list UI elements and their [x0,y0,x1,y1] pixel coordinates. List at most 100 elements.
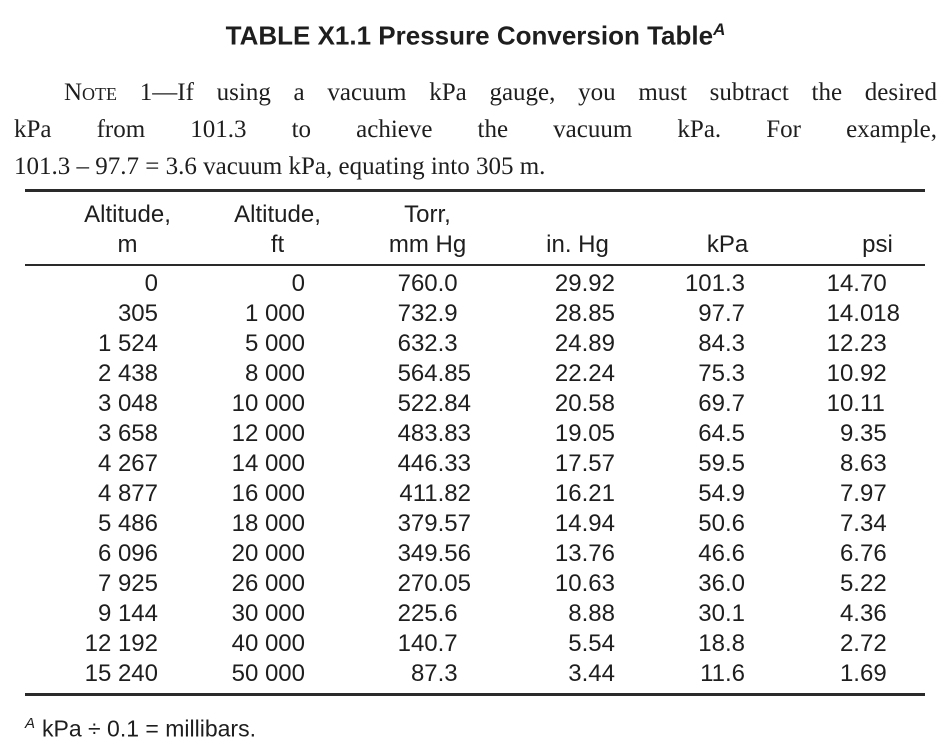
note-paragraph: Note 1—If using a vacuum kPa gauge, you … [14,74,937,185]
table-cell-altitude_ft: 0 [291,269,305,297]
table-cell-in_hg: 8.88 [568,599,615,627]
table-cell-altitude_m: 3 048 [97,389,158,417]
title-text: TABLE X1.1 Pressure Conversion Table [225,20,714,51]
table-cell-altitude_m: 4 267 [97,449,158,477]
table-cell-altitude_m: 7 925 [97,569,158,597]
table-cell-psi: 5.22 [839,569,887,597]
table-cell-in_hg: 16.21 [554,479,615,507]
note-line-3: 101.3 – 97.7 = 3.6 vacuum kPa, equating … [14,152,546,180]
header-row: Altitude, m Altitude, ft Torr, mm Hg in. Hg kPa… [25,190,925,266]
table-row: 9 144 30 000 225.6 8.88 30.1 4.36 [25,599,925,629]
table-cell-kpa: 36.0 [698,569,745,597]
table-cell-torr_mm_hg: 349.56 [397,539,471,567]
column-header-altitude_m: Altitude, m [25,190,175,266]
table-cell-altitude_m: 4 877 [97,479,158,507]
table-cell-altitude_ft: 8 000 [244,359,305,387]
title-footnote-marker: A [713,20,726,39]
table-row: 6 096 20 000 349.56 13.76 46.6 6.76 [25,539,925,569]
table-row: 12 192 40 000 140.7 5.54 18.8 2.72 [25,629,925,659]
table-cell-psi: 4.36 [839,599,887,627]
table-cell-torr_mm_hg: 760.0 [397,269,458,297]
table-cell-torr_mm_hg: 632.3 [397,329,458,357]
table-cell-torr_mm_hg: 270.05 [397,569,471,597]
table-cell-altitude_ft: 12 000 [231,419,305,447]
table-cell-kpa: 59.5 [698,449,745,477]
table-cell-in_hg: 5.54 [568,629,615,657]
table-cell-kpa: 30.1 [698,599,745,627]
table-cell-torr_mm_hg: 87.3 [410,659,458,687]
table-cell-altitude_ft: 14 000 [231,449,305,477]
table-cell-torr_mm_hg: 140.7 [397,629,458,657]
table-row: 2 438 8 000 564.85 22.24 75.3 10.92 [25,359,925,389]
table-cell-altitude_m: 15 240 [84,659,158,687]
table-cell-kpa: 18.8 [698,629,745,657]
table-cell-in_hg: 10.63 [554,569,615,597]
table-cell-psi: 7.34 [839,509,887,537]
table-cell-torr_mm_hg: 483.83 [397,419,471,447]
table-cell-kpa: 75.3 [698,359,745,387]
table-cell-altitude_ft: 16 000 [231,479,305,507]
page-title: TABLE X1.1 Pressure Conversion TableA [0,14,951,52]
table-cell-psi: 8.63 [839,449,887,477]
table-cell-altitude_ft: 26 000 [231,569,305,597]
column-header-kpa: kPa [625,190,775,266]
note-line-1: Note 1—If using a vacuum kPa gauge, you … [14,74,937,111]
table-cell-kpa: 101.3 [684,269,745,297]
table-cell-altitude_ft: 50 000 [231,659,305,687]
note-line-1-text: 1—If using a vacuum kPa gauge, you must … [117,78,937,106]
table-cell-torr_mm_hg: 411.82 [399,479,471,507]
table-cell-altitude_ft: 5 000 [244,329,305,357]
table-cell-torr_mm_hg: 379.57 [397,509,471,537]
table-cell-psi: 7.97 [839,479,887,507]
table-cell-in_hg: 3.44 [568,659,615,687]
table-cell-psi: 12.23 [826,329,887,357]
table-row: 305 1 000 732.9 28.85 97.7 14.018 [25,299,925,329]
table-row: 3 048 10 000 522.84 20.58 69.7 10.11 [25,389,925,419]
table-cell-altitude_m: 5 486 [97,509,158,537]
table-cell-torr_mm_hg: 225.6 [397,599,458,627]
table-cell-psi: 1.69 [839,659,887,687]
table-cell-torr_mm_hg: 522.84 [397,389,471,417]
table-cell-psi: 14.70 [826,269,887,297]
table-row: 3 658 12 000 483.83 19.05 64.5 9.35 [25,419,925,449]
table-cell-psi: 2.72 [839,629,887,657]
table-cell-altitude_m: 9 144 [97,599,158,627]
table-cell-in_hg: 17.57 [554,449,615,477]
table-cell-torr_mm_hg: 564.85 [397,359,471,387]
footnote-marker: A [25,714,36,732]
table-row: 7 925 26 000 270.05 10.63 36.0 5.22 [25,569,925,599]
table-cell-altitude_m: 2 438 [97,359,158,387]
table-cell-kpa: 64.5 [698,419,745,447]
pressure-conversion-table: Altitude, m Altitude, ft Torr, mm Hg in. Hg kPa… [25,188,925,696]
footnote-text: kPa ÷ 0.1 = millibars. [42,715,256,742]
note-line-2: kPa from 101.3 to achieve the vacuum kPa… [14,115,937,143]
table-cell-kpa: 50.6 [698,509,745,537]
table-row: 5 486 18 000 379.57 14.94 50.6 7.34 [25,509,925,539]
table-cell-in_hg: 28.85 [554,299,615,327]
table-cell-psi: 10.11 [826,389,885,417]
table-cell-altitude_ft: 10 000 [231,389,305,417]
table-cell-altitude_m: 6 096 [97,539,158,567]
table-row: 0 0 760.0 29.92 101.3 14.70 [25,265,925,299]
table-cell-kpa: 69.7 [698,389,745,417]
table-cell-psi: 9.35 [839,419,887,447]
table-cell-altitude_ft: 1 000 [244,299,305,327]
table-row: 1 524 5 000 632.3 24.89 84.3 12.23 [25,329,925,359]
table-cell-altitude_m: 12 192 [84,629,158,657]
table-cell-in_hg: 24.89 [554,329,615,357]
table-cell-kpa: 11.6 [700,659,745,687]
table-cell-psi: 14.018 [826,299,900,327]
table-cell-altitude_ft: 40 000 [231,629,305,657]
table-cell-altitude_ft: 30 000 [231,599,305,627]
column-header-altitude_ft: Altitude, ft [175,190,325,266]
column-header-in_hg: in. Hg [475,190,625,266]
table-row: 4 267 14 000 446.33 17.57 59.5 8.63 [25,449,925,479]
column-header-psi: psi [775,190,925,266]
column-header-torr_mm_hg: Torr, mm Hg [325,190,475,266]
table-cell-altitude_ft: 20 000 [231,539,305,567]
table-cell-kpa: 54.9 [698,479,745,507]
table-cell-kpa: 97.7 [698,299,745,327]
table-cell-in_hg: 14.94 [554,509,615,537]
